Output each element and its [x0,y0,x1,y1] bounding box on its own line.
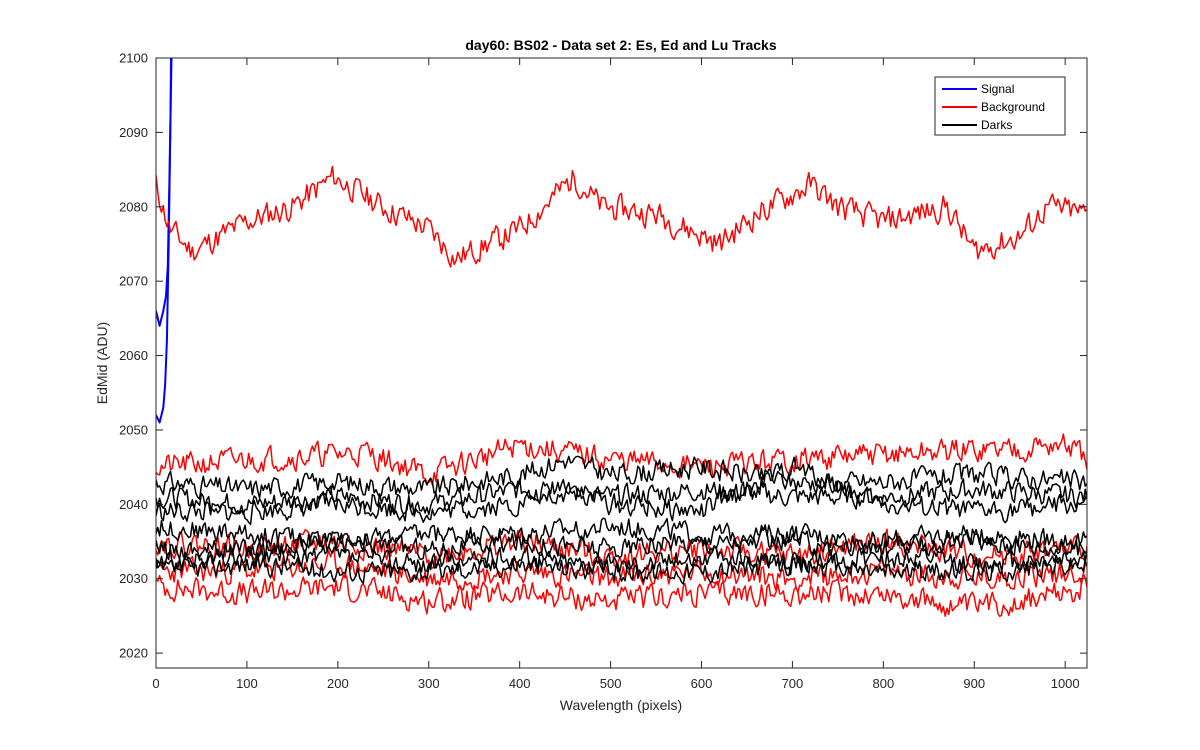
chart-title: day60: BS02 - Data set 2: Es, Ed and Lu … [465,37,776,53]
y-axis-label: EdMid (ADU) [94,322,110,404]
legend-label-background: Background [981,100,1045,114]
y-tick-label: 2040 [119,497,148,512]
y-tick-label: 2090 [119,125,148,140]
series-line-darks-10 [156,517,1087,554]
plot-frame [155,57,1088,669]
series-line-darks-11 [156,527,1087,561]
legend: Signal Background Darks [934,76,1066,136]
y-tick-label: 2060 [119,348,148,363]
y-tick-label: 2100 [119,51,148,66]
x-tick-label: 300 [418,676,440,691]
ticks-layer: 0 100 200 300 400 500 600 700 800 900 1000 2020 2030… [119,51,1087,691]
series-line-background-6 [156,573,1087,618]
x-tick-label: 200 [327,676,349,691]
y-tick-label: 2080 [119,199,148,214]
series-line-darks-13 [156,551,1087,585]
x-tick-label: 400 [509,676,531,691]
x-tick-label: 900 [963,676,985,691]
y-tick-label: 2050 [119,422,148,437]
series-line-background-2 [156,165,1087,268]
y-tick-label: 2070 [119,274,148,289]
series-line-signal-1 [156,58,173,424]
series-line-darks-7 [156,455,1087,500]
x-axis-label: Wavelength (pixels) [560,697,682,713]
x-tick-label: 0 [152,676,159,691]
series-line-background-3 [156,433,1087,486]
x-tick-label: 600 [691,676,713,691]
series-line-darks-9 [156,456,1087,526]
x-tick-label: 500 [600,676,622,691]
y-tick-label: 2020 [119,646,148,661]
series-layer [156,58,1087,618]
legend-label-signal: Signal [981,82,1014,96]
y-tick-label: 2030 [119,571,148,586]
x-tick-label: 1000 [1051,676,1080,691]
x-tick-label: 100 [236,676,258,691]
x-tick-label: 700 [782,676,804,691]
series-line-darks-12 [156,542,1087,576]
x-tick-label: 800 [872,676,894,691]
legend-label-darks: Darks [981,118,1012,132]
